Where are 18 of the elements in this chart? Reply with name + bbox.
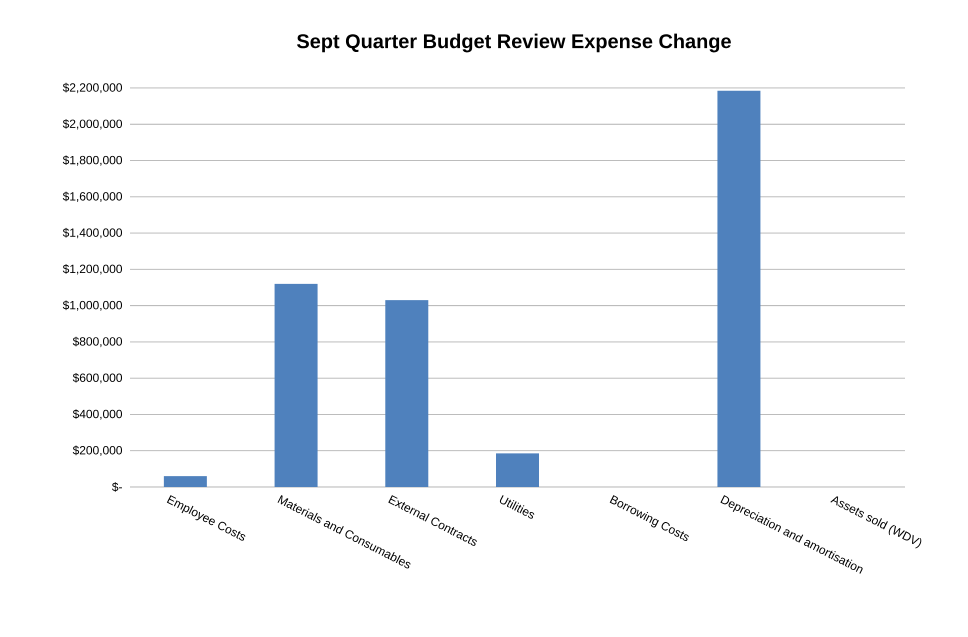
y-tick-label: $1,600,000 bbox=[62, 192, 122, 202]
y-tick-label: $1,400,000 bbox=[62, 228, 122, 238]
y-tick-label: $800,000 bbox=[72, 336, 122, 348]
bar bbox=[496, 453, 540, 487]
y-tick-label: $- bbox=[112, 482, 122, 492]
y-tick-label: $1,000,000 bbox=[62, 300, 122, 311]
bar bbox=[717, 90, 760, 487]
y-tick-label: $2,000,000 bbox=[62, 119, 122, 130]
bar bbox=[164, 476, 207, 487]
y-tick-label: $600,000 bbox=[72, 372, 122, 384]
y-tick-label: $400,000 bbox=[72, 409, 122, 420]
y-tick-label: $200,000 bbox=[72, 446, 122, 456]
bar bbox=[274, 284, 318, 487]
bar bbox=[385, 300, 428, 487]
y-tick-label: $1,200,000 bbox=[62, 264, 122, 275]
y-tick-label: $1,800,000 bbox=[62, 155, 122, 166]
y-tick-label: $2,200,000 bbox=[62, 82, 122, 94]
chart-title: Sept Quarter Budget Review Expense Change bbox=[297, 34, 731, 52]
